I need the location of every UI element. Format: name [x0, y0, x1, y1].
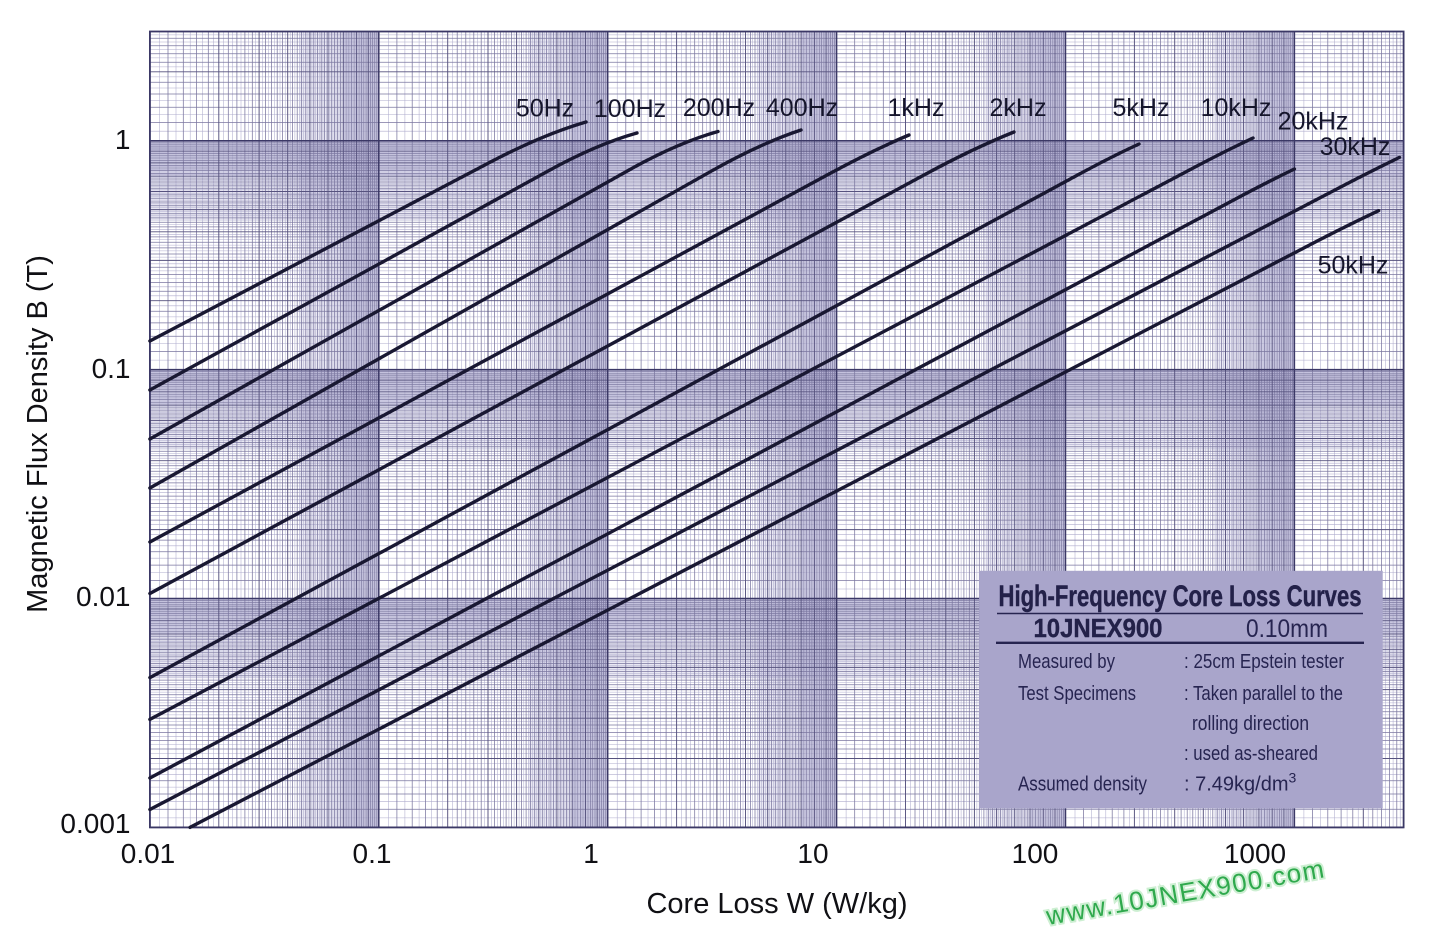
svg-text:10JNEX900: 10JNEX900	[1034, 613, 1163, 643]
svg-text:0.1: 0.1	[92, 353, 131, 384]
svg-text:rolling direction: rolling direction	[1192, 713, 1309, 735]
svg-text:Test Specimens: Test Specimens	[1018, 683, 1136, 705]
svg-text:1: 1	[583, 838, 599, 869]
svg-text:10: 10	[797, 838, 828, 869]
svg-text:10kHz: 10kHz	[1201, 94, 1272, 122]
svg-text:0.001: 0.001	[60, 808, 130, 839]
svg-text:Measured by: Measured by	[1018, 651, 1115, 673]
svg-text:0.1: 0.1	[353, 838, 392, 869]
svg-text:: 7.49kg/dm3: : 7.49kg/dm3	[1184, 770, 1297, 796]
svg-text:1kHz: 1kHz	[888, 94, 945, 122]
svg-text:200Hz: 200Hz	[683, 94, 755, 122]
svg-text:0.01: 0.01	[76, 581, 131, 612]
svg-text:100Hz: 100Hz	[594, 95, 666, 123]
svg-text:50kHz: 50kHz	[1318, 252, 1389, 280]
svg-text:Assumed density: Assumed density	[1018, 774, 1147, 796]
svg-text:20kHz: 20kHz	[1278, 108, 1349, 136]
svg-text:50Hz: 50Hz	[516, 95, 574, 123]
svg-text:: used as-sheared: : used as-sheared	[1184, 743, 1318, 765]
svg-text:1: 1	[115, 124, 131, 155]
svg-text:5kHz: 5kHz	[1113, 94, 1170, 122]
svg-text:30kHz: 30kHz	[1320, 133, 1391, 161]
svg-text:: Taken parallel to the: : Taken parallel to the	[1184, 683, 1343, 705]
svg-text:100: 100	[1012, 838, 1059, 869]
svg-text:0.10mm: 0.10mm	[1246, 615, 1328, 643]
svg-text:400Hz: 400Hz	[766, 94, 838, 122]
svg-text:1000: 1000	[1224, 838, 1286, 869]
svg-text:0.01: 0.01	[121, 838, 176, 869]
svg-text:High-Frequency Core Loss Curve: High-Frequency Core Loss Curves	[999, 580, 1362, 613]
svg-text:Magnetic Flux Density B (T): Magnetic Flux Density B (T)	[22, 255, 54, 613]
svg-text:2kHz: 2kHz	[990, 94, 1047, 122]
svg-text:: 25cm Epstein tester: : 25cm Epstein tester	[1184, 651, 1344, 673]
svg-text:Core Loss W (W/kg): Core Loss W (W/kg)	[646, 888, 907, 920]
